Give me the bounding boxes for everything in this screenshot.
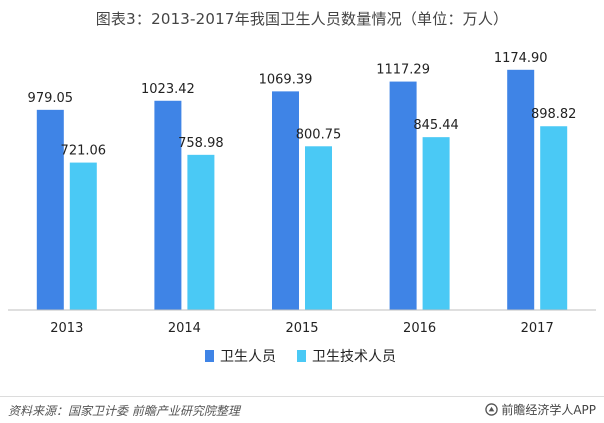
data-label-health-personnel-2017: 1174.90	[494, 51, 548, 66]
legend-label: 卫生人员	[220, 349, 276, 365]
x-tick-label-2013: 2013	[50, 321, 83, 336]
bars-layer	[36, 69, 568, 311]
legend-item-health-personnel: 卫生人员	[205, 349, 276, 365]
legend-label: 卫生技术人员	[312, 349, 396, 365]
legend-item-health-technical: 卫生技术人员	[297, 349, 396, 365]
bar-health-personnel-2017	[507, 69, 535, 311]
x-tick-label-2014: 2014	[168, 321, 201, 336]
bar-chart: 979.05 721.06 1023.42 758.98 1069.39 800.75 11…	[8, 51, 596, 365]
bar-health-personnel-2013	[36, 109, 64, 310]
x-tick-label-2015: 2015	[285, 321, 318, 336]
brand-text: 前瞻经济学人APP	[501, 403, 596, 417]
data-label-health-technical-2015: 800.75	[296, 127, 342, 142]
bar-health-personnel-2016	[389, 81, 417, 310]
legend-swatch	[205, 350, 214, 362]
data-label-health-technical-2017: 898.82	[531, 107, 577, 122]
brand-label: 前瞻经济学人APP	[485, 401, 596, 418]
legend: 卫生人员 卫生技术人员	[205, 349, 396, 365]
bar-health-personnel-2014	[154, 100, 182, 311]
data-label-health-technical-2016: 845.44	[413, 118, 459, 133]
data-label-health-personnel-2016: 1117.29	[376, 63, 430, 78]
x-tick-label-2017: 2017	[521, 321, 554, 336]
x-tick-label-2016: 2016	[403, 321, 436, 336]
bar-health-technical-2016	[422, 137, 450, 310]
data-label-health-personnel-2015: 1069.39	[259, 72, 313, 87]
data-label-health-personnel-2013: 979.05	[28, 91, 74, 106]
bar-health-technical-2017	[540, 126, 568, 310]
bar-health-technical-2015	[305, 146, 332, 310]
footer: 资料来源：国家卫计委 前瞻产业研究院整理 前瞻经济学人APP	[0, 396, 604, 423]
data-labels-layer: 979.05 721.06 1023.42 758.98 1069.39 800.75 11…	[28, 51, 577, 159]
bar-health-technical-2013	[69, 162, 97, 310]
chart-title: 图表3：2013-2017年我国卫生人员数量情况（单位：万人）	[95, 10, 509, 28]
data-label-health-personnel-2014: 1023.42	[141, 82, 195, 97]
x-tick-labels-layer: 2013 2014 2015 2016 2017	[50, 321, 553, 336]
bar-health-technical-2014	[187, 154, 215, 310]
bar-health-personnel-2015	[272, 91, 299, 310]
legend-swatch	[297, 350, 306, 362]
data-label-health-technical-2013: 721.06	[61, 144, 107, 159]
data-label-health-technical-2014: 758.98	[178, 136, 224, 151]
source-note: 资料来源：国家卫计委 前瞻产业研究院整理	[8, 404, 240, 418]
brand-logo-icon	[485, 403, 499, 416]
